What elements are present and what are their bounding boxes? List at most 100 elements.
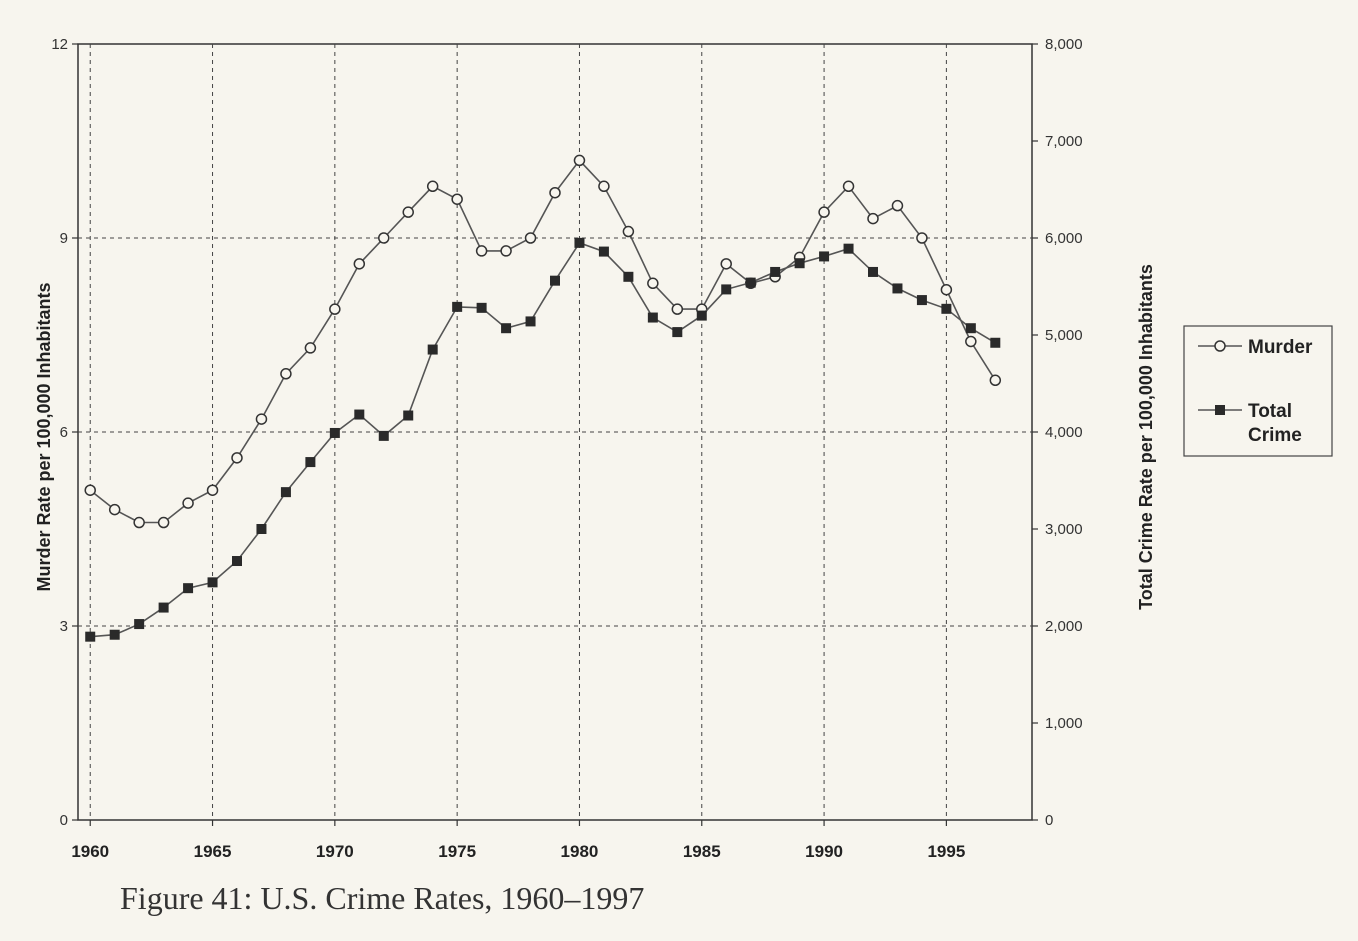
x-tick-label: 1995 [927,842,965,861]
figure-caption: Figure 41: U.S. Crime Rates, 1960–1997 [120,880,645,916]
point-murder [867,212,879,225]
left-tick-label: 6 [60,424,68,441]
point-murder [108,503,121,516]
point-total-crime [207,577,218,588]
right-tick-label: 5,000 [1045,327,1083,344]
point-total-crime [843,243,854,254]
point-murder [622,225,635,238]
point-murder [133,516,145,529]
point-total-crime [550,275,560,286]
point-murder [182,497,194,509]
right-tick-label: 6,000 [1045,230,1083,247]
point-murder [549,186,561,199]
x-tick-label: 1985 [683,842,721,861]
point-murder [720,258,732,270]
legend-murder-label: Murder [1248,337,1313,358]
y-axis-label-left: Murder Rate per 100,000 Inhabitants [34,282,54,591]
point-murder [940,283,953,296]
point-murder [818,206,830,218]
point-total-crime [476,302,487,313]
point-murder [573,154,586,167]
right-tick-label: 0 [1045,812,1053,829]
x-tick-label: 1990 [805,842,843,861]
point-murder [231,452,243,464]
point-total-crime [770,266,781,277]
x-tick-label: 1960 [71,842,109,861]
point-murder [916,232,928,244]
right-tick-label: 2,000 [1045,618,1083,635]
point-total-crime [941,303,952,314]
point-total-crime [452,301,463,312]
point-total-crime [280,487,291,498]
point-murder [157,516,170,529]
right-tick-label: 8,000 [1045,36,1083,53]
x-tick-label: 1965 [194,842,232,861]
x-axis-ticks: 1960 1965 1970 1975 1980 1985 1990 1995 [71,820,965,861]
point-total-crime [696,310,707,321]
point-total-crime [990,337,1001,348]
point-murder [206,484,219,496]
legend-box [1183,325,1333,457]
legend-crime-label-line1: Total [1248,401,1292,422]
point-total-crime [868,266,878,277]
left-tick-label: 9 [60,230,68,247]
y-axis-label-right: Total Crime Rate per 100,000 Inhabitants [1136,264,1156,610]
point-total-crime [721,284,732,295]
point-murder [647,277,659,290]
point-total-crime [623,271,634,282]
right-tick-label: 7,000 [1045,133,1083,150]
point-murder [500,245,512,257]
point-murder [84,484,96,496]
point-murder [329,303,341,315]
point-murder [671,303,684,315]
point-total-crime [819,251,830,262]
grid-lines [78,44,1032,820]
point-murder [989,374,1002,387]
series-line-murder [89,159,996,524]
point-total-crime [574,237,585,248]
x-tick-label: 1970 [316,842,354,861]
point-total-crime [794,258,805,269]
point-murder [451,193,463,205]
point-total-crime [427,344,438,355]
legend-crime-label-line2: Crime [1248,425,1302,446]
point-total-crime [232,556,242,567]
point-murder [378,232,390,244]
point-total-crime [965,323,976,334]
left-tick-label: 3 [60,618,68,635]
point-total-crime [745,277,756,288]
point-murder [280,368,292,380]
point-total-crime [892,283,903,294]
point-total-crime [598,246,609,257]
point-total-crime [134,619,145,630]
series-line-total-crime [90,241,996,638]
point-murder [475,245,488,257]
x-tick-label: 1980 [561,842,599,861]
point-murder [255,413,268,425]
point-total-crime [256,524,267,534]
point-total-crime [158,602,169,613]
point-total-crime [329,427,340,438]
point-murder [891,199,904,212]
right-axis-ticks: 0 1,000 2,000 3,000 4,000 5,000 6,000 7,000 8,00… [1032,36,1083,829]
legend-crime-marker [1215,405,1225,415]
point-total-crime [109,629,120,640]
point-total-crime [85,631,96,642]
left-tick-label: 12 [51,36,68,53]
point-total-crime [305,457,316,468]
point-total-crime [647,312,658,323]
x-tick-label: 1975 [438,842,476,861]
right-tick-label: 1,000 [1045,715,1083,732]
point-total-crime [916,295,927,306]
point-murder [524,232,537,244]
point-murder [598,180,610,193]
point-murder [842,180,855,193]
legend: Murder Total Crime [1183,325,1333,457]
legend-murder-marker [1214,340,1226,352]
point-murder [304,342,317,354]
point-total-crime [672,327,683,338]
point-total-crime [354,409,365,420]
point-total-crime [378,430,389,441]
